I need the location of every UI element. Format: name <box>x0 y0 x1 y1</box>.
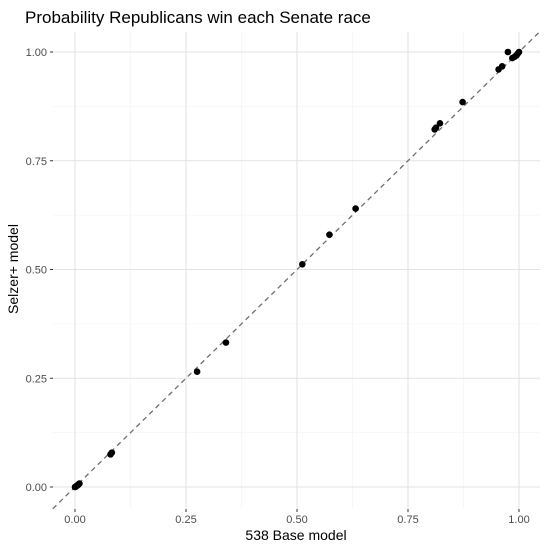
chart-title: Probability Republicans win each Senate … <box>25 8 371 27</box>
x-tick-label: 0.75 <box>397 514 418 526</box>
data-points <box>71 48 523 491</box>
data-point <box>515 48 523 56</box>
x-tick-label: 0.25 <box>175 514 196 526</box>
data-point <box>459 98 466 106</box>
x-tick-label: 0.50 <box>286 514 307 526</box>
x-axis: 0.00 0.25 0.50 0.75 1.00 <box>64 509 530 526</box>
y-axis-title: Selzer+ model <box>5 224 21 314</box>
y-tick-label: 1.00 <box>26 47 47 59</box>
y-tick-label: 0.50 <box>26 265 47 277</box>
x-tick-label: 1.00 <box>508 514 529 526</box>
y-tick-label: 0.00 <box>26 482 47 494</box>
x-tick-label: 0.00 <box>64 514 85 526</box>
data-point <box>222 339 230 346</box>
data-point <box>436 120 444 127</box>
data-point <box>504 48 512 56</box>
data-point <box>352 205 359 212</box>
y-tick-label: 0.25 <box>26 373 47 385</box>
data-point <box>432 124 440 131</box>
y-tick-label: 0.75 <box>26 156 47 168</box>
data-point <box>108 449 116 456</box>
x-axis-title: 538 Base model <box>245 527 346 543</box>
data-point <box>498 63 506 70</box>
reference-diagonal-line <box>52 29 542 510</box>
data-point <box>326 231 333 238</box>
plot-panel <box>52 29 542 510</box>
data-point <box>299 260 306 268</box>
data-point <box>76 480 83 487</box>
y-axis: 0.00 0.25 0.50 0.75 1.00 <box>26 47 53 494</box>
data-point <box>193 368 201 376</box>
grid-lines <box>53 32 540 509</box>
